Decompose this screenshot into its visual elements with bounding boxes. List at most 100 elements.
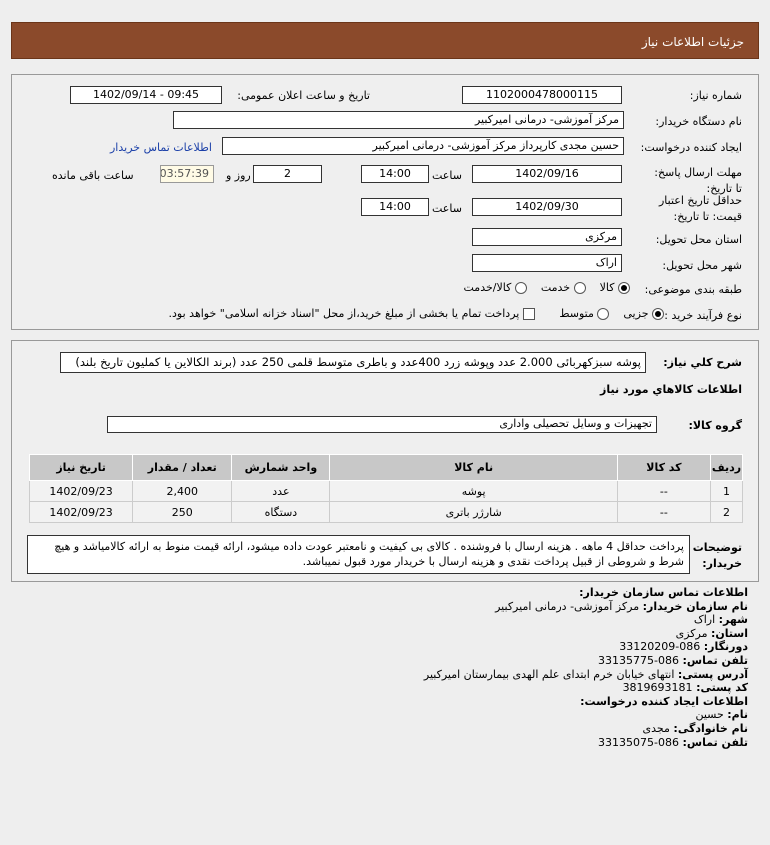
remaining-label: ساعت باقی مانده bbox=[52, 169, 134, 182]
buyer-contact-link[interactable]: اطلاعات تماس خریدار bbox=[110, 141, 212, 154]
validity-time-field: 14:00 bbox=[361, 198, 429, 216]
remaining-time-field: 03:57:39 bbox=[160, 165, 214, 183]
contact-line-label: استان: bbox=[711, 626, 748, 640]
category-option-label: کالا bbox=[599, 281, 615, 294]
cell-row-number: 1 bbox=[709, 480, 744, 502]
category-radio-service[interactable] bbox=[573, 282, 586, 294]
contact-line-label: نام: bbox=[727, 708, 748, 722]
goods-heading: اطلاعات کالاهاي مورد نياز bbox=[600, 383, 742, 396]
cell-code: -- bbox=[616, 480, 711, 502]
cell-quantity: 250 bbox=[132, 501, 233, 523]
deadline-time-field: 14:00 bbox=[361, 165, 429, 183]
contact-line-value: 086-33135075 bbox=[598, 735, 680, 749]
column-header: واحد شمارش bbox=[231, 454, 331, 481]
province-field: مرکزی bbox=[472, 228, 622, 246]
cell-date: 1402/09/23 bbox=[28, 501, 134, 523]
category-radio-both[interactable] bbox=[514, 282, 527, 294]
column-header: تعداد / مقدار bbox=[132, 454, 233, 481]
category-radio-goods[interactable] bbox=[618, 282, 630, 294]
creator-contact-heading: اطلاعات ایجاد کننده درخواست: bbox=[580, 694, 748, 708]
table-header-row: ردیف کد کالا نام کالا واحد شمارش تعداد /… bbox=[28, 454, 744, 481]
contact-line-label: کد پستی: bbox=[696, 681, 748, 695]
goods-table: ردیف کد کالا نام کالا واحد شمارش تعداد /… bbox=[28, 454, 744, 523]
process-label: نوع فرآیند خرید : bbox=[664, 309, 742, 322]
contact-line: نام: حسین bbox=[424, 708, 748, 722]
group-field: تجهیزات و وسایل تحصیلی واداری bbox=[107, 416, 657, 433]
buyer-org-label: نام دستگاه خریدار: bbox=[655, 115, 742, 128]
validity-date-field: 1402/09/30 bbox=[472, 198, 622, 216]
creator-field: حسین مجدی کارپرداز مرکز آموزشی- درمانی ا… bbox=[222, 137, 624, 155]
page-title: جزئیات اطلاعات نیاز bbox=[641, 35, 744, 49]
days-label: روز و bbox=[226, 169, 251, 182]
category-radio-group: کالا خدمت کالا/خدمت bbox=[463, 281, 630, 294]
announce-label: تاریخ و ساعت اعلان عمومی: bbox=[237, 89, 370, 102]
description-field: پوشه سبزکهربائی 2.000 عدد وپوشه زرد 400ع… bbox=[60, 352, 646, 373]
contact-line-label: آدرس پستی: bbox=[677, 667, 748, 681]
process-radio-minor[interactable] bbox=[652, 308, 664, 320]
page-header: جزئیات اطلاعات نیاز bbox=[11, 22, 759, 59]
contact-line: نام خانوادگی: مجدی bbox=[424, 722, 748, 736]
process-option-label: جزیی bbox=[623, 307, 649, 320]
payment-note: پرداخت تمام یا بخشی از مبلغ خرید،از محل … bbox=[168, 307, 520, 320]
contact-line-label: نام خانوادگی: bbox=[673, 721, 748, 735]
contact-line-label: تلفن تماس: bbox=[682, 653, 748, 667]
days-field: 2 bbox=[253, 165, 322, 183]
contact-line: نام سازمان خریدار: مرکز آموزشی- درمانی ا… bbox=[424, 600, 748, 614]
contact-line-value: مرکزی bbox=[675, 626, 708, 640]
notes-label: توضیحات خریدار: bbox=[692, 541, 742, 570]
notes-field: پرداخت حداقل 4 ماهه . هزینه ارسال با فرو… bbox=[27, 535, 690, 574]
cell-unit: دستگاه bbox=[231, 501, 331, 523]
deadline-date-field: 1402/09/16 bbox=[472, 165, 622, 183]
need-number-label: شماره نیاز: bbox=[689, 89, 742, 102]
buyer-org-field: مرکز آموزشی- درمانی امیرکبیر bbox=[173, 111, 624, 129]
deadline-label: مهلت ارسال پاسخ: تا تاریخ: bbox=[654, 166, 742, 195]
process-radio-group: جزیی متوسط پرداخت تمام یا بخشی از مبلغ خ… bbox=[169, 307, 664, 320]
validity-time-label: ساعت bbox=[432, 202, 462, 215]
contact-line-value: 3819693181 bbox=[622, 681, 693, 695]
table-row: 2 -- شارژر باتری دستگاه 250 1402/09/23 bbox=[28, 501, 744, 523]
contact-info: اطلاعات تماس سازمان خریدار: نام سازمان خ… bbox=[424, 586, 748, 749]
contact-line: تلفن تماس: 086-33135775 bbox=[424, 654, 748, 668]
group-label: گروه کالا: bbox=[688, 419, 742, 432]
category-option-label: خدمت bbox=[540, 281, 571, 294]
city-field: اراک bbox=[472, 254, 622, 272]
contact-line-value: اراک bbox=[693, 613, 716, 627]
contact-line: آدرس پستی: انتهای خیابان خرم ابتدای علم … bbox=[424, 668, 748, 682]
need-number-field: 1102000478000115 bbox=[462, 86, 622, 104]
deadline-time-label: ساعت bbox=[432, 169, 462, 182]
cell-row-number: 2 bbox=[709, 501, 744, 523]
contact-line-value: انتهای خیابان خرم ابتدای علم الهدی بیمار… bbox=[423, 667, 675, 681]
creator-label: ایجاد کننده درخواست: bbox=[640, 141, 742, 154]
cell-quantity: 2,400 bbox=[132, 480, 233, 502]
cell-code: -- bbox=[616, 501, 711, 523]
announce-field: 1402/09/14 - 09:45 bbox=[70, 86, 222, 104]
contact-line: دورنگار: 086-33120209 bbox=[424, 640, 748, 654]
treasury-checkbox[interactable] bbox=[522, 308, 535, 320]
contact-line-label: نام سازمان خریدار: bbox=[642, 599, 748, 613]
table-row: 1 -- پوشه عدد 2,400 1402/09/23 bbox=[28, 480, 744, 502]
contact-line: تلفن تماس: 086-33135075 bbox=[424, 736, 748, 750]
contact-line-label: تلفن تماس: bbox=[682, 735, 748, 749]
column-header: ردیف bbox=[709, 454, 744, 481]
cell-name: پوشه bbox=[329, 480, 618, 502]
contact-line-label: دورنگار: bbox=[703, 640, 748, 654]
category-label: طبقه بندی موضوعی: bbox=[644, 283, 742, 296]
contact-line-value: مرکز آموزشی- درمانی امیرکبیر bbox=[495, 599, 640, 613]
province-label: استان محل تحویل: bbox=[655, 233, 742, 246]
process-option-label: متوسط bbox=[559, 307, 594, 320]
contact-line-value: مجدی bbox=[642, 721, 670, 735]
validity-label: حداقل تاریخ اعتبار قیمت: تا تاریخ: bbox=[658, 194, 742, 223]
column-header: تاریخ نیاز bbox=[28, 454, 134, 481]
contact-line: استان: مرکزی bbox=[424, 627, 748, 641]
contact-line-value: 086-33120209 bbox=[619, 640, 701, 654]
category-option-label: کالا/خدمت bbox=[463, 281, 512, 294]
cell-date: 1402/09/23 bbox=[28, 480, 134, 502]
cell-name: شارژر باتری bbox=[329, 501, 618, 523]
process-radio-medium[interactable] bbox=[597, 308, 610, 320]
description-label: شرح کلي نياز: bbox=[663, 356, 742, 369]
contact-line: کد پستی: 3819693181 bbox=[424, 681, 748, 695]
org-contact-heading: اطلاعات تماس سازمان خریدار: bbox=[579, 586, 748, 599]
contact-line-value: 086-33135775 bbox=[598, 653, 680, 667]
contact-line-label: شهر: bbox=[718, 613, 748, 627]
contact-line-value: حسین bbox=[695, 708, 724, 722]
